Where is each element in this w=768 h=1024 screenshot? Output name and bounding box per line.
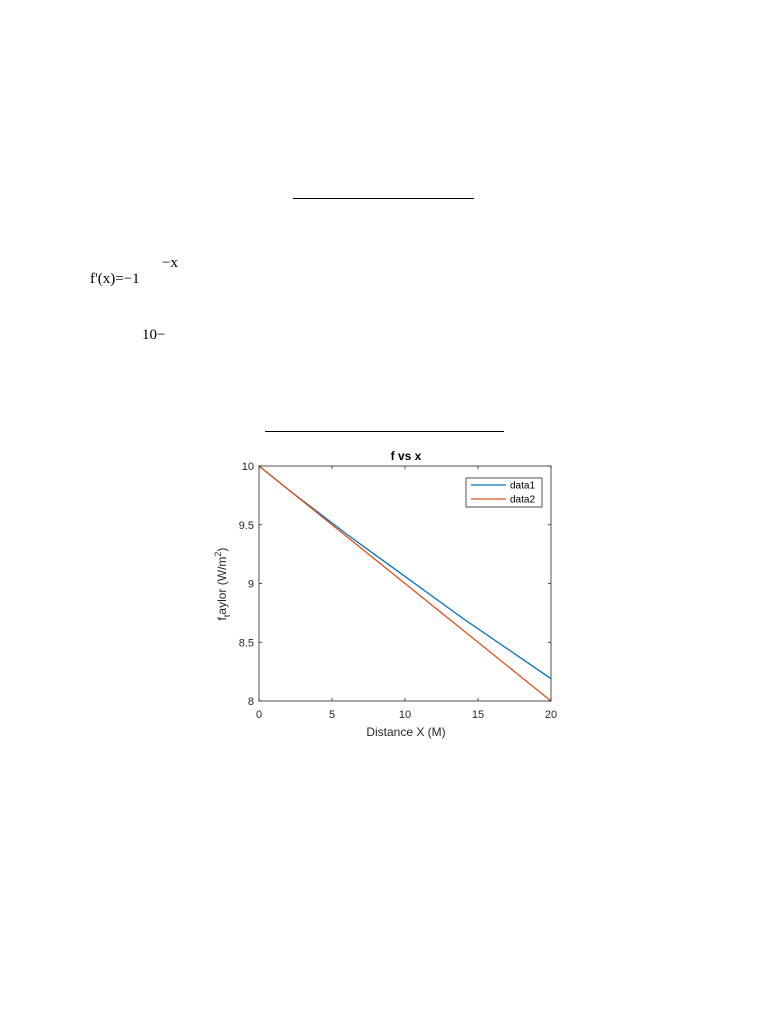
- y-label-rest: aylor (W/m: [215, 557, 229, 615]
- chart-separator-rule: [265, 431, 504, 432]
- chart-lines: [258, 465, 552, 702]
- line-chart: 0 5 10 15 20 8 8.5 9 9.5 10 f vs x Distance X (M)…: [213, 449, 557, 739]
- y-tick-label: 8: [248, 696, 254, 708]
- y-label-superscript: 2: [213, 552, 223, 557]
- chart-ticks: 0 5 10 15 20 8 8.5 9 9.5 10: [239, 461, 557, 721]
- equation-derivative: f'(x)=−1: [90, 271, 140, 287]
- legend-label-data1: data1: [510, 481, 535, 492]
- x-tick-label: 20: [545, 709, 557, 721]
- chart-title: f vs x: [391, 449, 422, 463]
- y-tick-label: 9: [248, 579, 254, 591]
- x-axis-label: Distance X (M): [366, 725, 445, 739]
- legend-box: [465, 477, 543, 508]
- chart-legend: data1 data2: [465, 477, 543, 508]
- equation-superscript: −x: [162, 255, 178, 271]
- legend-label-data2: data2: [510, 495, 535, 506]
- x-tick-label: 10: [399, 709, 411, 721]
- equation-second-line: 10−: [142, 327, 166, 343]
- top-rule: [293, 198, 474, 199]
- x-tick-label: 0: [256, 709, 262, 721]
- y-label-main: f: [215, 616, 229, 620]
- y-tick-label: 9.5: [239, 520, 254, 532]
- y-label-close: ): [215, 548, 229, 552]
- x-tick-label: 5: [329, 709, 335, 721]
- y-label-subscript: t: [222, 614, 232, 617]
- y-tick-label: 8.5: [239, 637, 254, 649]
- series-line-data2: [258, 465, 552, 702]
- y-axis-label: ftaylor (W/m2): [213, 548, 232, 621]
- y-tick-label: 10: [242, 461, 254, 473]
- x-tick-label: 15: [472, 709, 484, 721]
